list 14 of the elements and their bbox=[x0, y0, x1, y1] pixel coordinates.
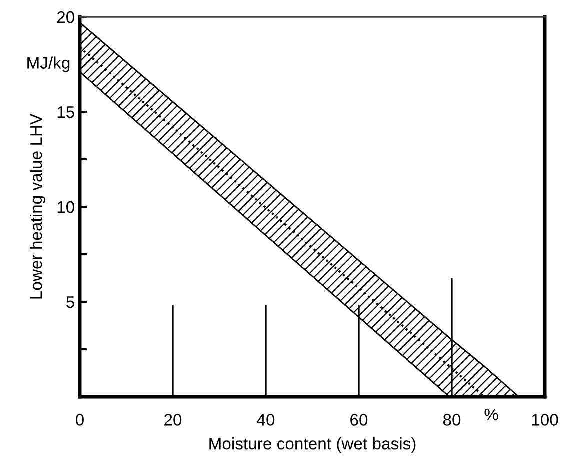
y-tick-label: 20 bbox=[57, 11, 74, 24]
x-tick-label: 60 bbox=[350, 414, 368, 426]
x-tick-label: 100 bbox=[532, 414, 558, 426]
y-axis-title: Lower heating value LHV bbox=[30, 114, 46, 299]
y-tick-label: 10 bbox=[58, 201, 74, 214]
x-tick-label: 20 bbox=[164, 414, 182, 426]
text: % bbox=[484, 408, 498, 421]
x-axis-title: Moisture content (wet basis) bbox=[210, 438, 416, 454]
text: MJ/kg bbox=[28, 56, 70, 72]
x-tick-label: 40 bbox=[257, 414, 275, 426]
y-tick-label: 5 bbox=[66, 296, 74, 308]
y-tick-label: 15 bbox=[58, 106, 74, 118]
x-tick-label: 80 bbox=[443, 414, 461, 426]
x-tick-label: 0 bbox=[76, 414, 84, 426]
